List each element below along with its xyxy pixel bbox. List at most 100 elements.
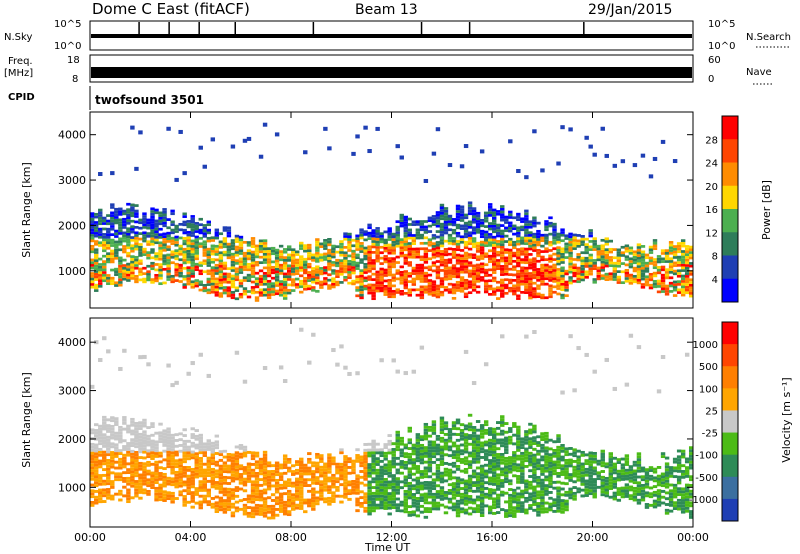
heatmap-cell — [636, 262, 642, 266]
heatmap-cell — [435, 211, 441, 214]
heatmap-cell — [431, 429, 437, 432]
heatmap-cell — [403, 478, 408, 482]
heatmap-cell — [379, 270, 384, 274]
heatmap-cell — [648, 248, 654, 252]
heatmap-cell — [471, 475, 477, 479]
heatmap-cell — [552, 239, 557, 242]
heatmap-cell — [528, 231, 533, 235]
heatmap-cell — [218, 479, 224, 483]
heatmap-cell — [459, 289, 465, 293]
heatmap-cell — [138, 482, 143, 486]
heatmap-cell — [656, 290, 662, 294]
heatmap-cell — [387, 506, 392, 510]
heatmap-cell — [274, 248, 280, 252]
heatmap-cell — [411, 247, 417, 251]
heatmap-cell — [399, 462, 404, 466]
heatmap-cell — [126, 262, 131, 266]
heatmap-cell — [508, 438, 513, 442]
heatmap-cell — [347, 259, 352, 263]
heatmap-cell — [540, 458, 545, 462]
heatmap-cell — [479, 427, 485, 430]
heatmap-cell — [471, 460, 477, 464]
heatmap-cell — [114, 232, 119, 236]
heatmap-cell — [266, 288, 272, 291]
heatmap-cell — [395, 483, 400, 486]
heatmap-cell — [162, 267, 167, 271]
heatmap-cell — [158, 216, 163, 220]
heatmap-cell — [459, 210, 465, 214]
heatmap-cell — [339, 272, 344, 276]
heatmap-cell — [222, 275, 228, 279]
heatmap-cell — [644, 283, 650, 287]
heatmap-cell — [399, 276, 404, 280]
heatmap-cell — [492, 214, 497, 217]
heatmap-cell — [504, 456, 509, 460]
heatmap-cell — [640, 283, 646, 286]
heatmap-cell — [423, 481, 429, 484]
heatmap-cell — [142, 421, 147, 425]
heatmap-cell — [584, 248, 589, 252]
heatmap-cell — [387, 270, 392, 274]
heatmap-cell — [459, 460, 465, 464]
heatmap-cell — [170, 439, 175, 443]
heatmap-cell — [250, 515, 256, 519]
heatmap-cell — [532, 427, 537, 431]
heatmap-cell — [471, 242, 477, 246]
heatmap-cell — [226, 280, 232, 284]
heatmap-cell — [274, 499, 280, 503]
heatmap-cell — [299, 486, 304, 490]
heatmap-cell — [403, 484, 408, 488]
heatmap-cell — [102, 268, 107, 272]
heatmap-cell — [262, 453, 268, 457]
heatmap-cell — [118, 478, 123, 482]
heatmap-cell — [423, 178, 429, 183]
heatmap-cell — [532, 262, 537, 266]
heatmap-cell — [624, 255, 630, 259]
heatmap-cell — [455, 444, 461, 448]
heatmap-cell — [138, 221, 143, 225]
heatmap-cell — [154, 230, 159, 234]
heatmap-cell — [439, 263, 445, 267]
heatmap-cell — [278, 288, 284, 292]
heatmap-cell — [467, 285, 473, 289]
heatmap-cell — [355, 459, 360, 463]
heatmap-cell — [419, 228, 425, 232]
heatmap-cell — [387, 235, 392, 239]
heatmap-cell — [150, 218, 155, 222]
heatmap-cell — [415, 450, 421, 454]
heatmap-cell — [214, 280, 220, 284]
heatmap-cell — [166, 453, 171, 457]
heatmap-cell — [387, 279, 392, 282]
heatmap-cell — [419, 443, 425, 447]
heatmap-cell — [451, 485, 457, 488]
heatmap-cell — [138, 438, 143, 442]
heatmap-cell — [496, 297, 501, 300]
heatmap-cell — [395, 272, 400, 275]
heatmap-cell — [327, 464, 332, 468]
heatmap-cell — [278, 365, 284, 370]
heatmap-cell — [684, 250, 690, 254]
heatmap-cell — [451, 291, 457, 295]
heatmap-cell — [391, 456, 396, 460]
heatmap-cell — [323, 279, 328, 283]
heatmap-cell — [238, 295, 244, 299]
heatmap-cell — [166, 261, 171, 265]
heatmap-cell — [250, 242, 256, 246]
heatmap-cell — [286, 259, 292, 262]
heatmap-cell — [182, 237, 187, 240]
heatmap-cell — [214, 507, 220, 511]
heatmap-cell — [423, 266, 429, 270]
heatmap-cell — [311, 478, 316, 482]
heatmap-cell — [154, 486, 159, 490]
heatmap-cell — [367, 448, 372, 452]
heatmap-cell — [483, 420, 489, 424]
heatmap-cell — [327, 499, 332, 503]
heatmap-cell — [471, 209, 477, 213]
heatmap-cell — [496, 482, 501, 485]
heatmap-cell — [431, 446, 437, 450]
heatmap-cell — [588, 240, 593, 243]
heatmap-cell — [262, 456, 268, 460]
heatmap-cell — [371, 451, 376, 455]
heatmap-cell — [500, 421, 505, 424]
heatmap-cell — [98, 482, 103, 486]
